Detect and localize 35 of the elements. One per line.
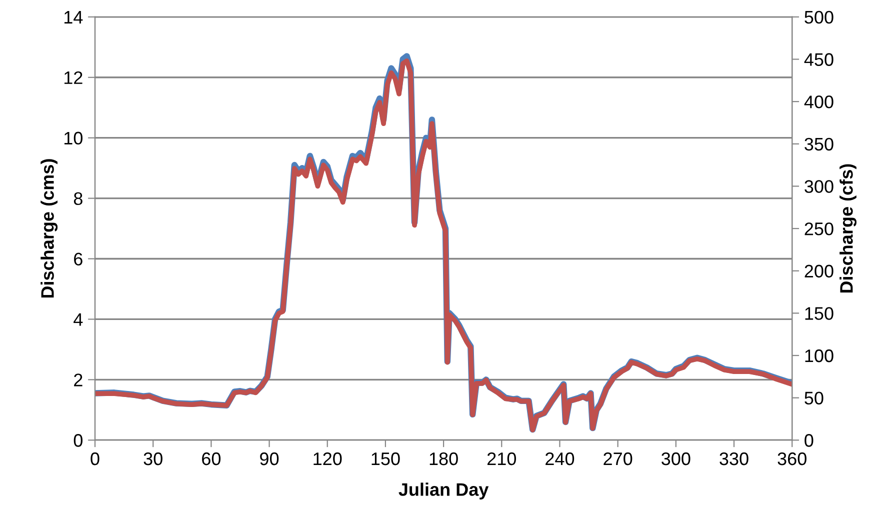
x-tick-label: 180 bbox=[430, 452, 458, 466]
y2-axis-title: Discharge (cfs) bbox=[840, 164, 856, 293]
y-axis-title: Discharge (cms) bbox=[40, 159, 58, 298]
x-tick-label: 30 bbox=[144, 452, 162, 466]
y2-tick-label: 150 bbox=[805, 307, 834, 320]
x-tick-label: 360 bbox=[778, 452, 806, 466]
y2-tick-label: 250 bbox=[804, 222, 834, 236]
y-tick-label: 10 bbox=[64, 132, 82, 145]
y2-tick-label: 100 bbox=[805, 349, 834, 362]
x-tick-label: 60 bbox=[202, 452, 221, 466]
y2-tick-label: 300 bbox=[804, 180, 834, 193]
x-tick-label: 0 bbox=[90, 452, 100, 466]
x-axis-title: Julian Day bbox=[398, 482, 489, 500]
x-tick-label: 210 bbox=[487, 452, 516, 466]
y2-tick-label: 50 bbox=[804, 392, 824, 405]
y2-tick-label: 200 bbox=[804, 264, 834, 278]
y-tick-label: 12 bbox=[64, 71, 82, 84]
x-tick-label: 240 bbox=[546, 452, 574, 466]
x-tick-label: 270 bbox=[604, 452, 632, 466]
x-tick-label: 90 bbox=[260, 452, 279, 466]
y-tick-label: 14 bbox=[64, 11, 83, 24]
y-tick-label: 4 bbox=[74, 313, 83, 326]
y2-tick-label: 350 bbox=[804, 138, 834, 151]
x-tick-label: 330 bbox=[720, 452, 748, 466]
y2-tick-label: 400 bbox=[804, 96, 834, 108]
y-tick-label: 2 bbox=[74, 374, 82, 386]
x-tick-label: 120 bbox=[314, 452, 342, 466]
y2-tick-label: 450 bbox=[804, 53, 834, 66]
x-tick-label: 150 bbox=[372, 452, 400, 466]
y-tick-label: 6 bbox=[74, 252, 82, 266]
y2-tick-label: 500 bbox=[804, 10, 834, 24]
y-tick-label: 8 bbox=[74, 192, 82, 206]
y2-tick-label: 0 bbox=[804, 434, 814, 447]
y-tick-label: 0 bbox=[74, 434, 82, 447]
x-tick-label: 300 bbox=[662, 452, 690, 466]
